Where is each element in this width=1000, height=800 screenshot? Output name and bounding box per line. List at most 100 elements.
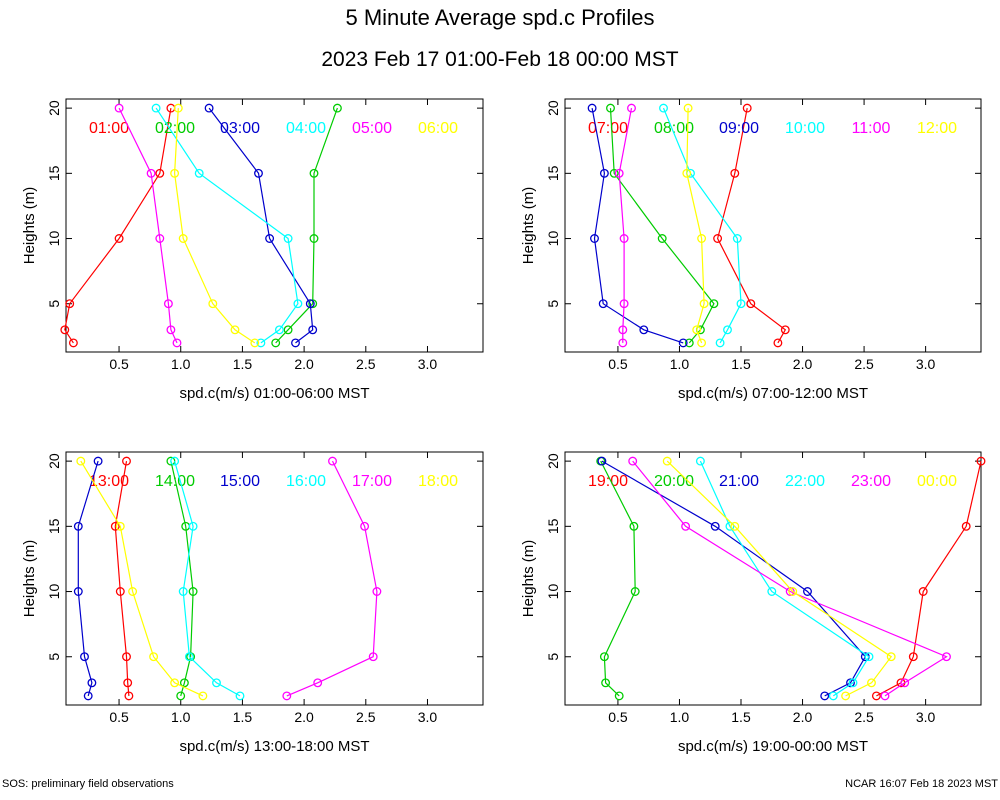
data-point [597, 456, 607, 466]
data-point [619, 299, 629, 309]
x-tick-label: 1.0 [171, 356, 191, 372]
legend-entry: 08:00 [654, 120, 694, 137]
y-tick-label: 5 [545, 300, 561, 308]
legend-entry: 10:00 [785, 120, 825, 137]
series-line [64, 107, 172, 344]
data-point [699, 299, 709, 309]
data-point [115, 587, 125, 596]
series-12:00 [682, 103, 709, 348]
series-line [80, 460, 204, 697]
legend-entry: 23:00 [851, 473, 891, 490]
data-point [230, 325, 240, 335]
sub-title: 2023 Feb 17 01:00-Feb 18 00:00 MST [321, 48, 678, 71]
data-point [283, 325, 293, 335]
y-tick-label: 5 [46, 653, 62, 661]
series-line [170, 460, 194, 697]
data-point [198, 691, 208, 701]
y-tick-label: 20 [545, 100, 561, 116]
data-point [128, 587, 138, 596]
data-point [918, 587, 928, 596]
data-point [170, 168, 180, 178]
series-line [591, 107, 684, 344]
series-line [77, 460, 99, 697]
data-point [618, 325, 628, 335]
data-point [908, 652, 918, 662]
data-point [678, 338, 688, 348]
data-point [188, 521, 198, 531]
x-tick-label: 1.5 [731, 356, 751, 372]
data-point [124, 691, 134, 701]
data-point [235, 691, 245, 701]
data-point [587, 103, 597, 113]
data-point [184, 652, 194, 662]
data-point [730, 521, 740, 531]
legend-entry: 16:00 [286, 473, 326, 490]
series-11:00 [614, 103, 636, 348]
data-point [166, 325, 176, 335]
legend-entry: 22:00 [785, 473, 825, 490]
data-point [841, 691, 851, 701]
data-point [170, 678, 180, 688]
x-tick-label: 2.5 [356, 709, 376, 725]
series-03:00 [204, 103, 318, 348]
data-point [308, 299, 318, 309]
legend-entry: 06:00 [418, 120, 458, 137]
legend-entry: 13:00 [89, 473, 129, 490]
series-01:00 [60, 103, 176, 348]
x-tick-label: 2.0 [294, 709, 314, 725]
data-point [293, 299, 303, 309]
data-point [710, 521, 720, 531]
chart-panels: 0.5 1.0 1.5 2.0 2.5 3.0 5 10 15 20 spd.c(m/s) 01:0… [21, 98, 986, 755]
y-axis-label: Heights (m) [21, 187, 38, 265]
data-point [172, 338, 182, 348]
series-06:00 [170, 103, 260, 348]
legend-entry: 01:00 [89, 120, 129, 137]
x-tick-label: 0.5 [109, 356, 129, 372]
y-tick-label: 20 [46, 100, 62, 116]
data-point [871, 691, 881, 701]
data-point [309, 234, 319, 243]
data-point [146, 168, 156, 178]
legend-entry: 19:00 [588, 473, 628, 490]
data-point [682, 168, 692, 178]
data-point [122, 456, 131, 466]
data-point [785, 587, 795, 596]
data-point [773, 338, 783, 348]
series-line [275, 107, 338, 344]
data-point [93, 456, 103, 466]
data-point [780, 325, 790, 335]
series-line [601, 460, 867, 697]
data-point [155, 234, 165, 243]
data-point [864, 652, 874, 662]
footer-right: NCAR 16:07 Feb 18 2023 MST [845, 778, 998, 790]
x-tick-label: 1.5 [233, 356, 253, 372]
data-point [788, 587, 798, 596]
data-point [291, 338, 300, 348]
series-line [699, 460, 870, 697]
data-point [271, 338, 281, 348]
series-line [286, 460, 378, 697]
legend-entry: 02:00 [155, 120, 195, 137]
data-point [942, 652, 951, 662]
series-05:00 [114, 103, 182, 348]
series-16:00 [170, 456, 245, 701]
y-tick-label: 15 [46, 518, 62, 534]
series-19:00 [871, 456, 986, 701]
x-tick-label: 2.5 [854, 356, 874, 372]
x-tick-label: 3.0 [916, 356, 936, 372]
data-point [114, 103, 124, 113]
data-point [742, 103, 752, 113]
x-tick-label: 0.5 [608, 709, 628, 725]
legend-entry: 00:00 [917, 473, 957, 490]
data-point [709, 299, 719, 309]
series-15:00 [73, 456, 103, 701]
series-line [618, 107, 633, 343]
series-line [155, 107, 299, 344]
data-point [692, 325, 702, 335]
y-axis-label: Heights (m) [520, 187, 537, 265]
legend-entry: 18:00 [418, 473, 458, 490]
x-tick-label: 2.0 [294, 356, 314, 372]
data-point [639, 325, 649, 335]
y-tick-label: 10 [545, 584, 561, 600]
data-point [695, 456, 705, 466]
